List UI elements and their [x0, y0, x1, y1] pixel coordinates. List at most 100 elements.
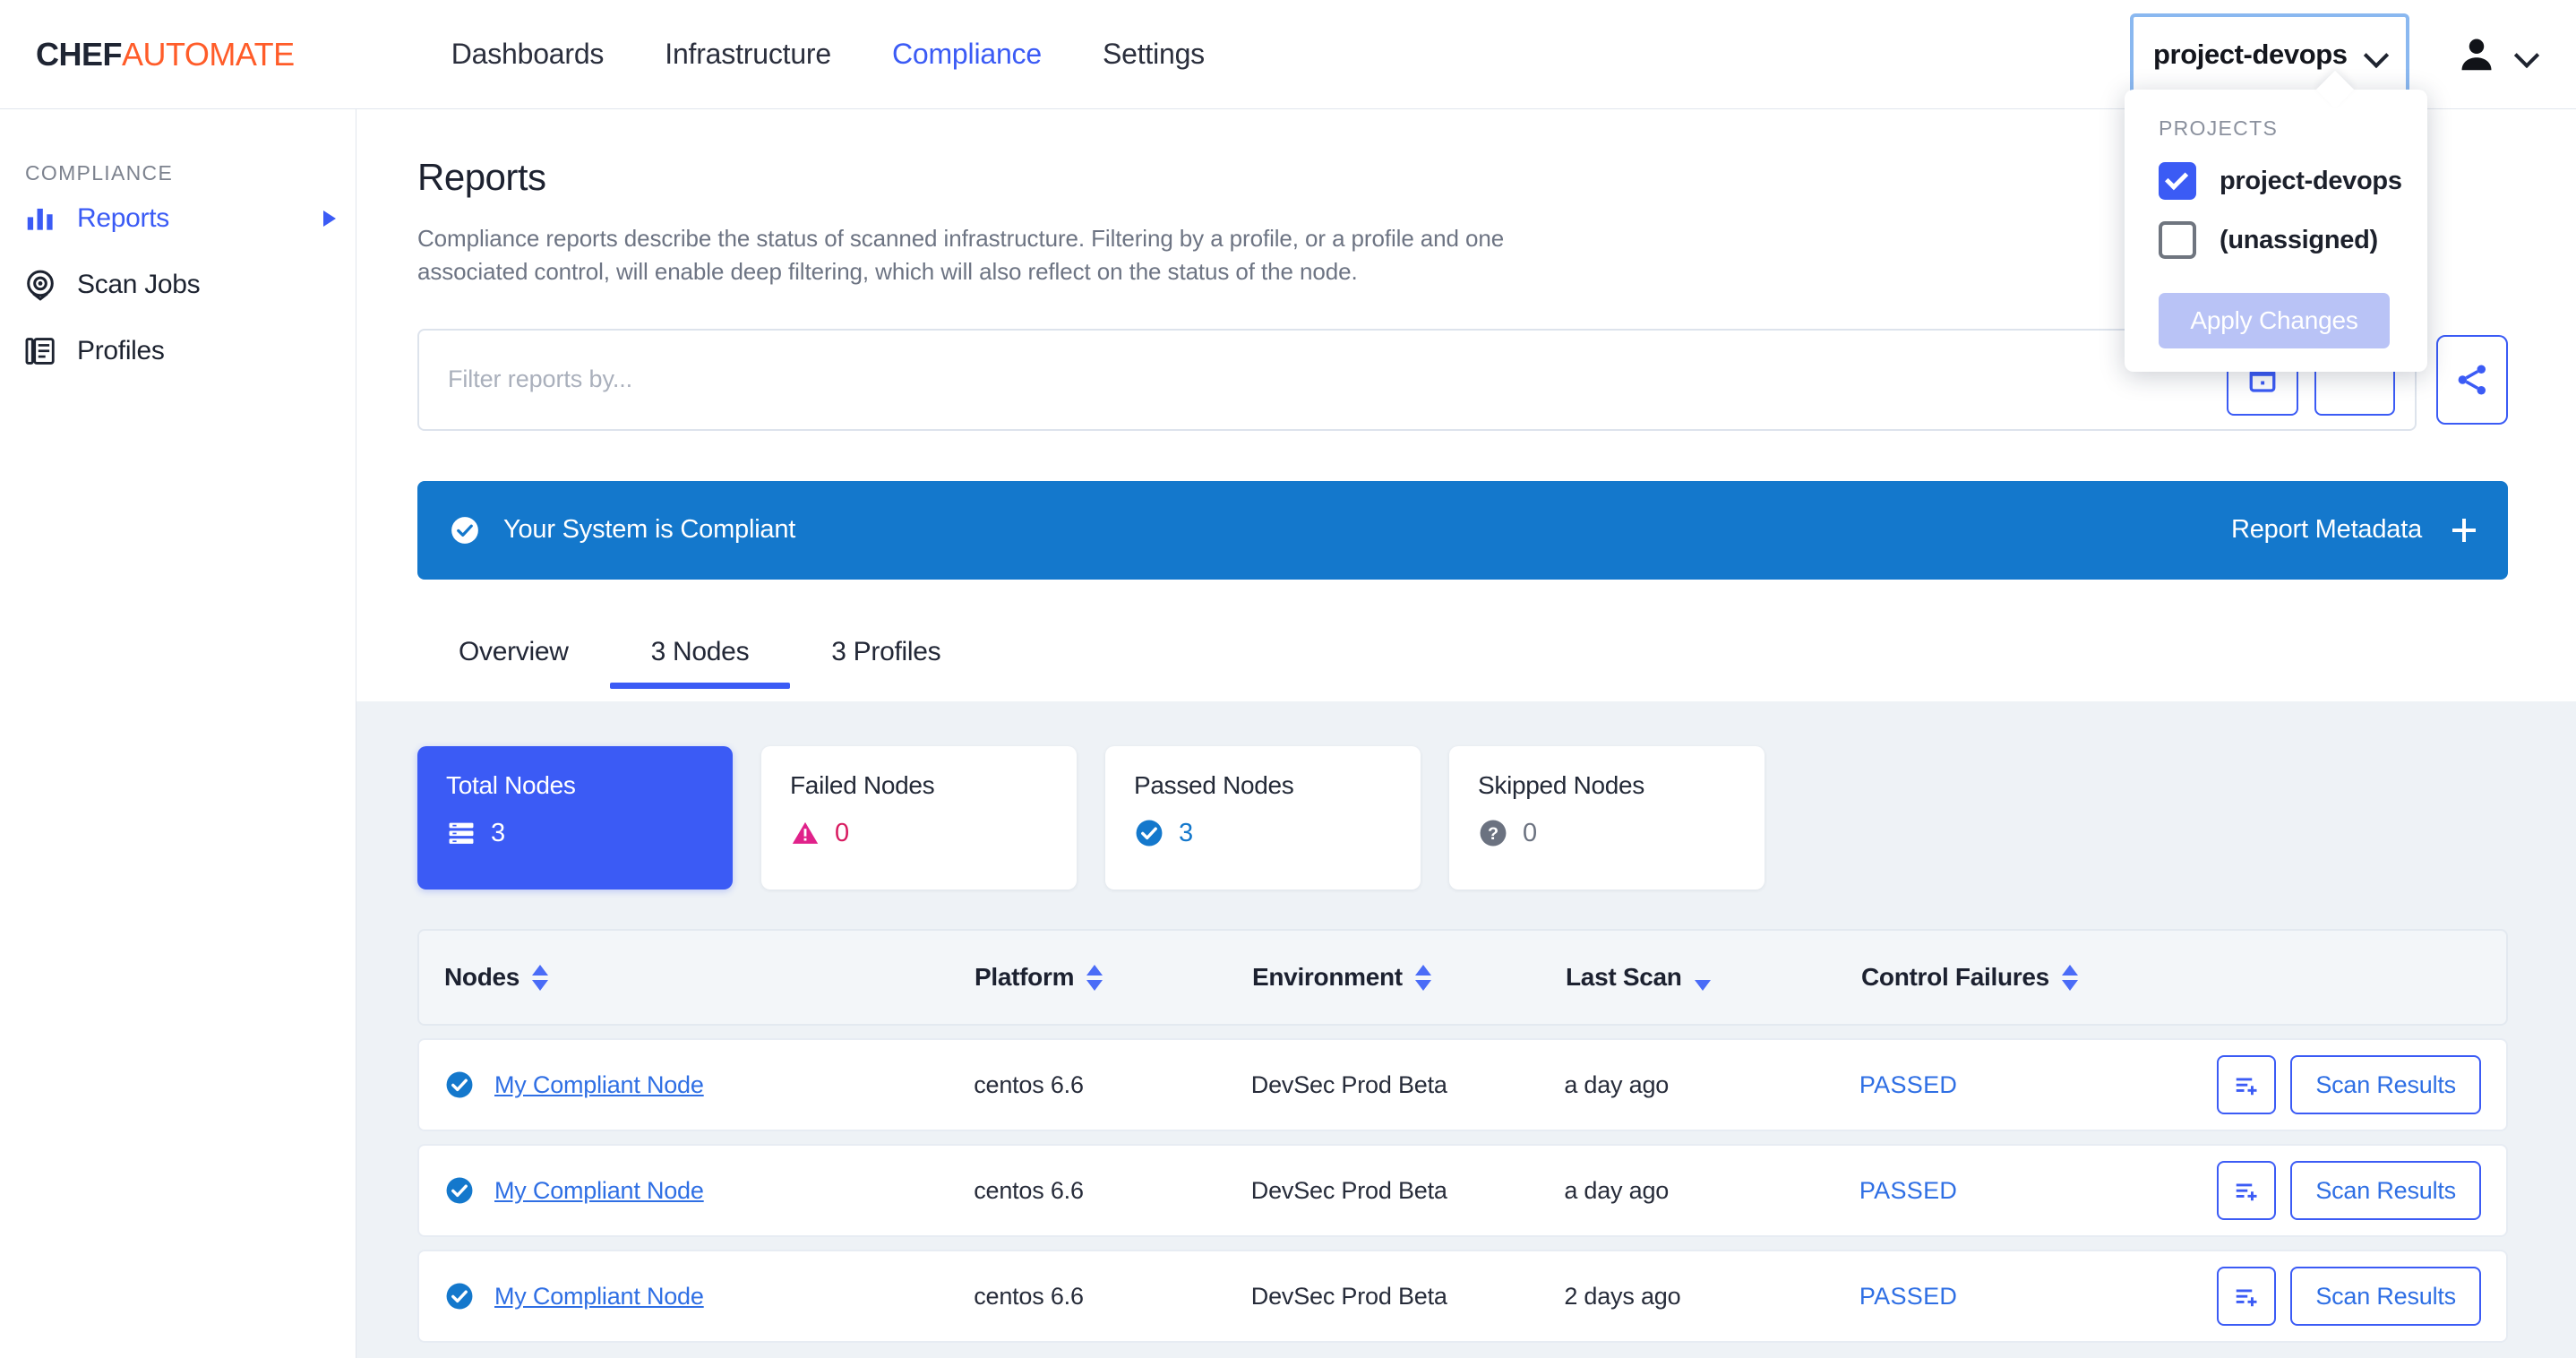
column-header-environment[interactable]: Environment [1252, 963, 1566, 992]
user-menu-button[interactable] [2456, 34, 2537, 75]
documents-icon [25, 338, 55, 365]
filter-input-container[interactable]: Filter reports by... [417, 328, 2417, 431]
cell-node: My Compliant Node [419, 1281, 974, 1311]
share-icon [2458, 365, 2486, 395]
project-checkbox-row-unassigned[interactable]: (unassigned) [2125, 200, 2427, 259]
compliance-status-banner: Your System is Compliant Report Metadata [417, 480, 2508, 580]
cell-control-failures: PASSED [1859, 1071, 2217, 1099]
sidebar-item-profiles[interactable]: Profiles [0, 318, 356, 384]
table-row[interactable]: My Compliant Node centos 6.6 DevSec Prod… [417, 1250, 2508, 1343]
stat-card-passed-nodes[interactable]: Passed Nodes 3 [1105, 746, 1421, 890]
cell-last-scan: a day ago [1564, 1176, 1670, 1204]
add-to-filter-button[interactable] [2217, 1267, 2277, 1326]
scan-results-button[interactable]: Scan Results [2290, 1267, 2481, 1326]
stat-card-label: Failed Nodes [790, 771, 935, 799]
brand-logo-chef: CHEF [36, 35, 123, 73]
main-content-area: Reports Compliance reports describe the … [356, 109, 2576, 1358]
scan-results-button[interactable]: Scan Results [2290, 1161, 2481, 1220]
radar-target-icon [27, 270, 54, 301]
sidebar-item-reports[interactable]: Reports [0, 185, 356, 252]
stat-card-total-nodes[interactable]: Total Nodes 3 [417, 746, 733, 890]
nav-link-dashboards[interactable]: Dashboards [451, 38, 605, 70]
stat-card-value: 3 [491, 818, 506, 847]
project-checkbox-row-devops[interactable]: project-devops [2125, 141, 2427, 200]
filter-row: Filter reports by... [417, 328, 2508, 431]
cell-environment: DevSec Prod Beta [1250, 1282, 1447, 1310]
add-to-filter-button[interactable] [2217, 1055, 2277, 1114]
cell-last-scan: 2 days ago [1564, 1282, 1681, 1310]
brand-logo-automate: AUTOMATE [122, 35, 295, 73]
top-navigation-bar: CHEFAUTOMATE Dashboards Infrastructure C… [0, 0, 2576, 109]
table-row[interactable]: My Compliant Node centos 6.6 DevSec Prod… [417, 1144, 2508, 1237]
report-tabs: Overview 3 Nodes 3 Profiles [417, 628, 2576, 689]
banner-status-text: Your System is Compliant [503, 515, 796, 545]
node-name-link[interactable]: My Compliant Node [494, 1070, 704, 1098]
stat-card-failed-nodes[interactable]: Failed Nodes 0 [761, 746, 1077, 890]
cell-actions: Scan Results [2217, 1267, 2506, 1326]
scan-results-button[interactable]: Scan Results [2290, 1055, 2481, 1114]
sort-toggle-icon[interactable] [1414, 964, 1431, 991]
sort-descending-icon[interactable] [1694, 965, 1711, 991]
project-option-label: (unassigned) [2220, 225, 2378, 254]
sort-toggle-icon[interactable] [2061, 964, 2078, 991]
nav-link-settings[interactable]: Settings [1102, 38, 1205, 70]
sort-toggle-icon[interactable] [532, 964, 549, 991]
stat-card-skipped-nodes[interactable]: Skipped Nodes ? 0 [1449, 746, 1765, 890]
nav-link-infrastructure[interactable]: Infrastructure [665, 38, 831, 70]
column-header-nodes[interactable]: Nodes [419, 963, 975, 992]
project-selector-button[interactable]: project-devops [2130, 13, 2409, 96]
column-label: Nodes [444, 963, 520, 991]
tab-profiles[interactable]: 3 Profiles [831, 636, 941, 666]
sidebar-item-scan-jobs[interactable]: Scan Jobs [0, 252, 356, 318]
user-avatar-icon [2461, 39, 2492, 71]
list-icon [449, 822, 474, 844]
share-report-button[interactable] [2436, 334, 2508, 425]
checkbox-checked-icon[interactable] [2159, 162, 2196, 200]
cell-platform: centos 6.6 [974, 1282, 1084, 1310]
stat-card-label: Total Nodes [446, 771, 576, 799]
column-label: Last Scan [1566, 963, 1682, 991]
cell-platform: centos 6.6 [974, 1176, 1084, 1204]
tab-overview[interactable]: Overview [459, 636, 569, 666]
brand-logo[interactable]: CHEFAUTOMATE [36, 36, 295, 73]
column-header-last-scan[interactable]: Last Scan [1566, 963, 1861, 992]
sidebar-item-label: Scan Jobs [77, 270, 201, 299]
column-header-control-failures[interactable]: Control Failures [1861, 963, 2220, 992]
add-to-filter-button[interactable] [2217, 1161, 2277, 1220]
top-nav-right-group: project-devops [2130, 0, 2546, 109]
check-circle-icon [451, 517, 478, 544]
nav-link-compliance[interactable]: Compliance [891, 38, 1042, 70]
stat-card-label: Skipped Nodes [1478, 771, 1645, 799]
project-option-label: project-devops [2220, 166, 2402, 195]
report-metadata-toggle[interactable]: Report Metadata [2231, 515, 2476, 545]
node-name-link[interactable]: My Compliant Node [494, 1176, 704, 1204]
table-header-row: Nodes Platform Environment Last Scan [417, 929, 2508, 1026]
check-circle-icon [446, 1071, 473, 1098]
warning-triangle-icon [792, 821, 819, 844]
sort-toggle-icon[interactable] [1086, 964, 1103, 991]
tab-nodes[interactable]: 3 Nodes [609, 628, 791, 689]
project-selector-value: project-devops [2153, 39, 2348, 70]
page-header: Reports Compliance reports describe the … [356, 109, 2576, 289]
page-description: Compliance reports describe the status o… [417, 225, 1505, 286]
node-stat-cards: Total Nodes 3 Failed Nodes [356, 701, 2576, 890]
page-title: Reports [417, 156, 546, 198]
sidebar-section-title: COMPLIANCE [25, 161, 174, 185]
cell-platform: centos 6.6 [974, 1070, 1084, 1098]
stat-card-value-row: ? 0 [1478, 818, 1765, 848]
add-to-filter-icon [2237, 1183, 2257, 1201]
stat-card-value: 3 [1179, 818, 1194, 847]
banner-left-group: Your System is Compliant [450, 515, 795, 546]
plus-icon [2452, 518, 2476, 542]
column-header-platform[interactable]: Platform [975, 963, 1252, 992]
sidebar-item-label: Profiles [77, 336, 165, 365]
stat-card-value: 0 [835, 818, 850, 847]
cell-control-failures: PASSED [1859, 1283, 2217, 1311]
node-name-link[interactable]: My Compliant Node [494, 1282, 704, 1310]
status-badge: PASSED [1859, 1176, 1958, 1204]
checkbox-unchecked-icon[interactable] [2159, 221, 2196, 259]
table-row[interactable]: My Compliant Node centos 6.6 DevSec Prod… [417, 1038, 2508, 1131]
question-circle-icon: ? [1480, 820, 1507, 847]
apply-changes-button[interactable]: Apply Changes [2159, 293, 2390, 348]
cell-node: My Compliant Node [419, 1175, 974, 1206]
